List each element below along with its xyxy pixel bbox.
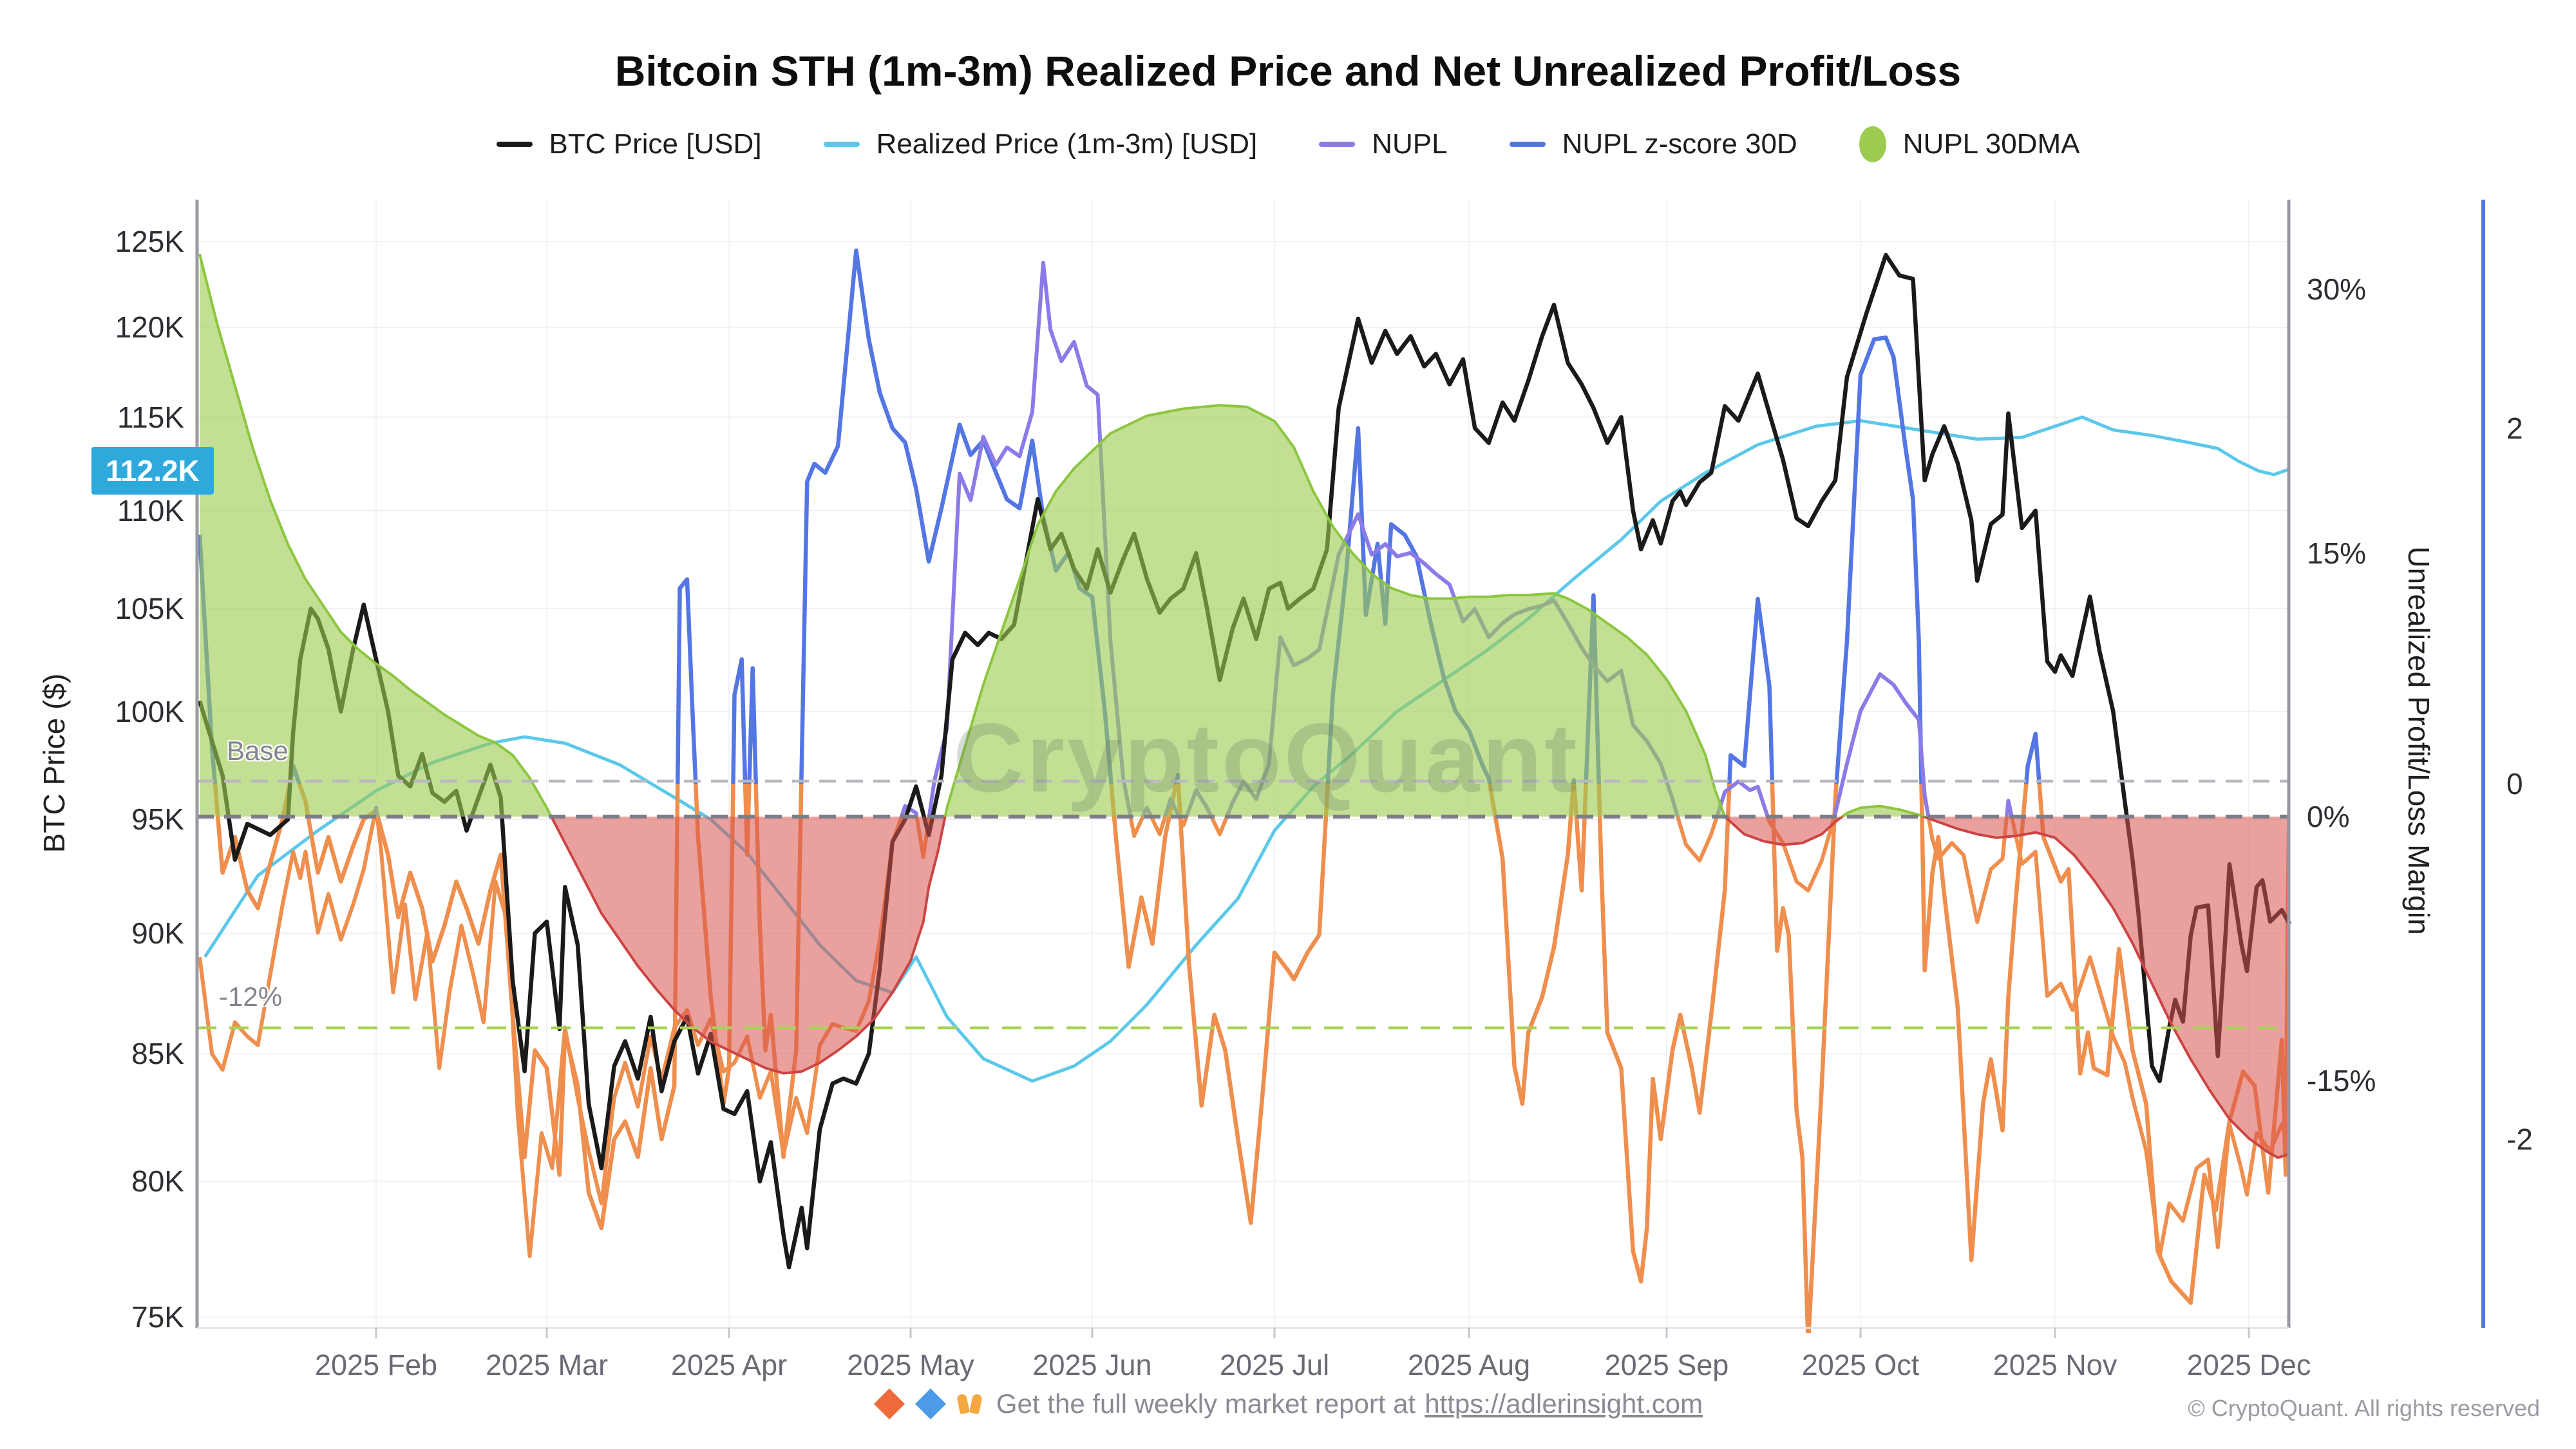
legend-label: NUPL [1372, 128, 1448, 160]
legend-swatch-icon [1319, 142, 1356, 147]
left-axis-title: BTC Price ($) [37, 673, 71, 853]
legend-label: NUPL z-score 30D [1562, 128, 1797, 160]
month-tick-2025 Nov: 2025 Nov [1993, 1349, 2117, 1381]
margin-tick-15%: 15% [2307, 536, 2367, 570]
month-tick-2025 Jun: 2025 Jun [1032, 1349, 1152, 1381]
price-tick-80K: 80K [131, 1164, 184, 1198]
blue-diamond-icon [914, 1388, 946, 1420]
month-tick-2025 Aug: 2025 Aug [1407, 1349, 1531, 1381]
raised-hands-icon [956, 1393, 983, 1415]
month-tick-2025 Sep: 2025 Sep [1604, 1349, 1729, 1381]
margin-tick-0%: 0% [2307, 800, 2350, 833]
margin-tick--15%: -15% [2307, 1063, 2376, 1097]
price-tick-90K: 90K [131, 916, 184, 951]
last-price-badge: 112.2K [91, 447, 214, 495]
watermark: CryptoQuant [953, 703, 1580, 813]
legend-item-nupl[interactable]: NUPL [1319, 128, 1448, 160]
legend-swatch-icon [1859, 126, 1886, 162]
minus12-guide-label: -12% [219, 981, 283, 1012]
legend-swatch-icon [1509, 142, 1546, 147]
month-tick-2025 Oct: 2025 Oct [1801, 1349, 1920, 1381]
legend-swatch-icon [823, 142, 860, 147]
copyright: © CryptoQuant. All rights reserved [2188, 1395, 2540, 1421]
month-tick-2025 Apr: 2025 Apr [670, 1349, 788, 1381]
zscore-tick-2: 2 [2506, 412, 2523, 445]
price-tick-125K: 125K [115, 225, 184, 258]
price-tick-75K: 75K [131, 1300, 184, 1334]
legend-swatch-icon [496, 142, 533, 147]
report-link[interactable]: https://adlerinsight.com [1425, 1388, 1703, 1419]
footer-report-note: Get the full weekly market report at htt… [0, 1388, 2576, 1420]
legend-item-nupl-30dma[interactable]: NUPL 30DMA [1859, 126, 2080, 162]
page-title: Bitcoin STH (1m-3m) Realized Price and N… [614, 47, 1962, 95]
legend-label: Realized Price (1m-3m) [USD] [876, 128, 1258, 160]
legend-item-nupl-z-score-30d[interactable]: NUPL z-score 30D [1509, 128, 1797, 160]
month-tick-2025 Jul: 2025 Jul [1219, 1349, 1330, 1381]
price-tick-105K: 105K [115, 592, 184, 626]
legend-label: BTC Price [USD] [549, 128, 762, 160]
zscore-tick-0: 0 [2506, 767, 2523, 800]
orange-diamond-icon [873, 1388, 905, 1420]
month-tick-2025 Mar: 2025 Mar [485, 1349, 609, 1381]
margin-tick-30%: 30% [2307, 272, 2367, 306]
legend-item-btc-price-usd-[interactable]: BTC Price [USD] [496, 128, 762, 160]
month-tick-2025 May: 2025 May [847, 1349, 974, 1381]
price-tick-100K: 100K [115, 694, 184, 728]
base-guide-label: Base [227, 735, 289, 766]
legend-label: NUPL 30DMA [1902, 128, 2080, 160]
price-tick-85K: 85K [131, 1037, 184, 1071]
legend: BTC Price [USD] Realized Price (1m-3m) [U… [0, 126, 2576, 162]
price-tick-95K: 95K [131, 802, 184, 837]
price-tick-110K: 110K [117, 494, 184, 527]
legend-item-realized-price-1m-3m-usd-[interactable]: Realized Price (1m-3m) [USD] [823, 128, 1258, 160]
month-tick-2025 Dec: 2025 Dec [2186, 1349, 2311, 1381]
month-tick-2025 Feb: 2025 Feb [314, 1349, 438, 1381]
report-text: Get the full weekly market report at [996, 1388, 1416, 1419]
right-axis-title: Unrealized Profit/Loss Margin [2402, 546, 2436, 935]
price-tick-115K: 115K [117, 400, 184, 434]
zscore-tick--2: -2 [2506, 1122, 2533, 1156]
price-tick-120K: 120K [115, 310, 184, 345]
